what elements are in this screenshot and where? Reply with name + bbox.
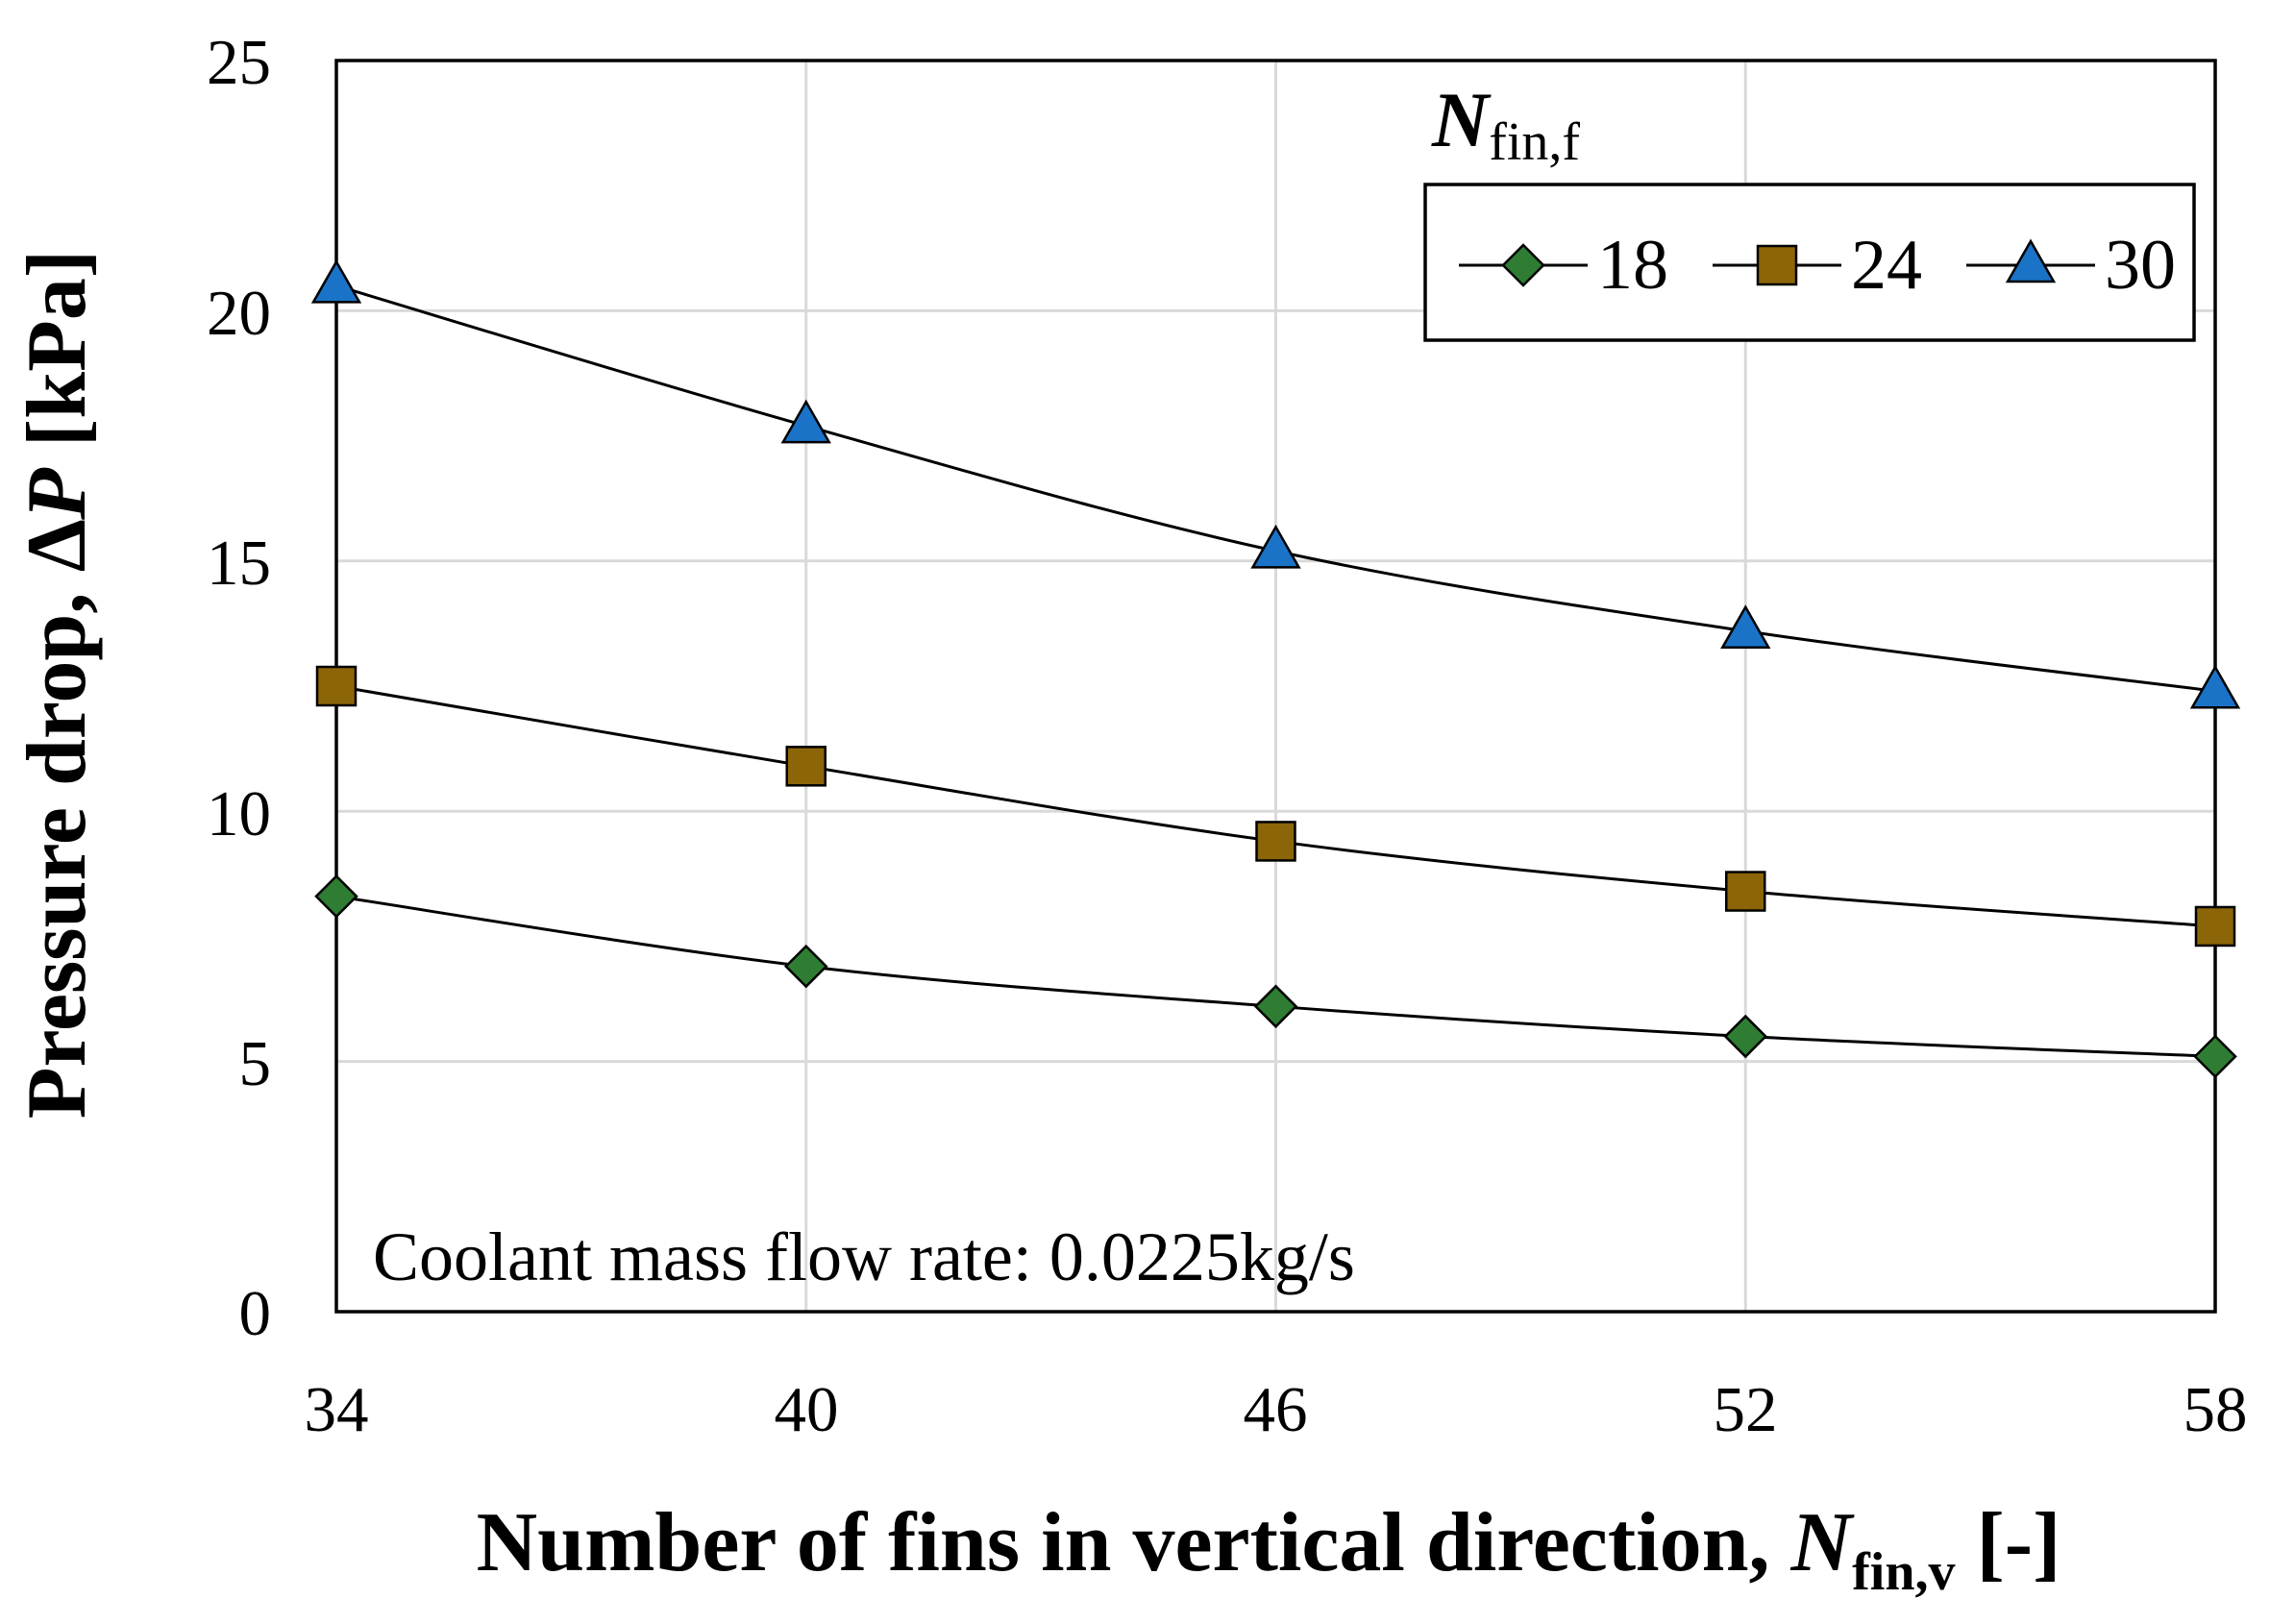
data-point-30 [1250,524,1301,569]
y-tick-label: 20 [207,278,271,349]
flow-rate-annotation: Coolant mass flow rate: 0.0225kg/s [373,1218,1355,1295]
x-tick-label: 40 [775,1374,839,1445]
x-tick-label: 46 [1244,1374,1308,1445]
legend-marker-30 [2005,238,2057,283]
y-tick-labels: 0 5 10 15 20 25 [207,27,271,1349]
data-point-24 [315,665,358,707]
x-axis-title-symbol: N [1790,1496,1856,1589]
data-point-18 [783,944,828,989]
data-point-18 [2193,1034,2237,1079]
data-point-30 [310,258,362,304]
y-tick-label: 10 [207,778,271,849]
x-axis-title: Number of fins in vertical direction, Nf… [477,1496,2061,1602]
data-point-24 [1255,821,1296,862]
data-point-30 [780,399,831,444]
legend-title-symbol: N [1431,76,1492,163]
data-point-18 [1253,984,1298,1029]
data-point-24 [785,746,827,787]
y-tick-label: 5 [239,1028,272,1099]
legend-label: 30 [2105,226,2176,305]
y-axis-title-unit: [kPa] [11,250,104,468]
data-point-30 [1720,604,1771,649]
data-point-30 [2189,664,2241,709]
x-tick-labels: 34 40 46 52 58 [305,1374,2248,1445]
y-tick-label: 0 [239,1278,272,1349]
legend-label: 18 [1597,226,1668,305]
data-point-18 [1723,1014,1768,1059]
legend: Nfin,f 18 24 30 [1423,76,2196,342]
y-tick-label: 15 [207,528,271,599]
legend-box [1423,183,2196,342]
legend-marker-18 [1501,243,1545,287]
y-axis-title: Pressure drop, ∆P [kPa] [11,250,104,1120]
y-axis-title-symbol: P [11,467,104,521]
legend-title-subscript: fin,f [1489,112,1580,172]
data-point-24 [2194,905,2236,947]
data-point-18 [314,874,358,919]
x-tick-label: 34 [305,1374,369,1445]
series-layer [310,258,2241,1079]
x-tick-label: 52 [1714,1374,1778,1445]
x-axis-title-subscript: fin,v [1852,1542,1955,1602]
x-tick-label: 58 [2184,1374,2248,1445]
x-axis-title-unit: [-] [1955,1496,2060,1589]
y-axis-title-main: Pressure drop, ∆ [11,520,104,1120]
legend-title: Nfin,f [1431,76,1580,172]
data-point-24 [1725,871,1766,912]
legend-items [1459,238,2095,287]
y-tick-label: 25 [207,27,271,98]
legend-label: 24 [1851,226,1922,305]
x-axis-title-main: Number of fins in vertical direction, [477,1496,1791,1589]
legend-marker-24 [1756,244,1798,286]
